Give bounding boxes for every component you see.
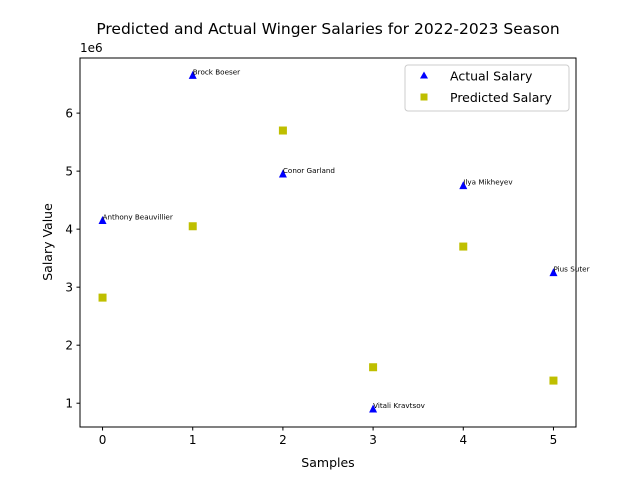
legend-box	[404, 64, 570, 112]
x-tick-label: 0	[99, 433, 107, 447]
chart-title: Predicted and Actual Winger Salaries for…	[96, 20, 559, 38]
actual-salary-point	[278, 169, 287, 178]
y-tick-label: 4	[65, 223, 73, 237]
x-tick-label: 3	[369, 433, 377, 447]
actual-salary-point	[98, 215, 107, 224]
plot-frame	[79, 57, 577, 428]
player-name-label: Anthony Beauvillier	[103, 212, 173, 221]
actual-salary-point	[549, 268, 558, 277]
x-tick-label: 5	[550, 433, 558, 447]
legend-actual-label: Actual Salary	[450, 69, 533, 84]
data-points	[98, 70, 558, 413]
actual-salary-point	[369, 404, 378, 413]
predicted-salary-point	[459, 242, 468, 251]
predicted-salary-point	[278, 126, 287, 135]
x-axis-label: Samples	[301, 455, 354, 470]
y-tick-label: 1	[65, 397, 73, 411]
player-name-label: Pius Suter	[553, 265, 589, 274]
y-tick-label: 3	[65, 281, 73, 295]
predicted-salary-point	[98, 293, 107, 302]
legend-predicted-square-icon	[420, 93, 428, 101]
x-tick-label: 1	[189, 433, 197, 447]
y-tick-label: 5	[65, 165, 73, 179]
player-name-label: Ilya Mikheyev	[463, 178, 513, 187]
predicted-salary-point	[188, 222, 197, 231]
y-axis-offset-label: 1e6	[80, 41, 103, 55]
y-axis-label: Salary Value	[40, 203, 55, 281]
predicted-salary-point	[369, 363, 378, 372]
legend-predicted-label: Predicted Salary	[450, 90, 553, 105]
player-name-label: Conor Garland	[283, 166, 335, 175]
actual-salary-point	[459, 181, 468, 190]
actual-salary-point	[188, 70, 197, 79]
legend-actual-triangle-icon	[420, 71, 428, 79]
predicted-salary-point	[549, 376, 558, 385]
player-name-label: Brock Boeser	[193, 67, 240, 76]
legend: Actual Salary Predicted Salary	[404, 64, 570, 112]
y-tick-label: 6	[65, 107, 73, 121]
axis-ticks: 0 1 2 3 4 5 1 2 3 4 5 6	[65, 107, 557, 447]
player-name-label: Vitali Kravtsov	[373, 401, 426, 410]
x-tick-label: 4	[459, 433, 467, 447]
y-tick-label: 2	[65, 339, 73, 353]
x-tick-label: 2	[279, 433, 287, 447]
point-labels: Anthony Beauvillier Brock Boeser Conor Gar…	[103, 67, 590, 410]
